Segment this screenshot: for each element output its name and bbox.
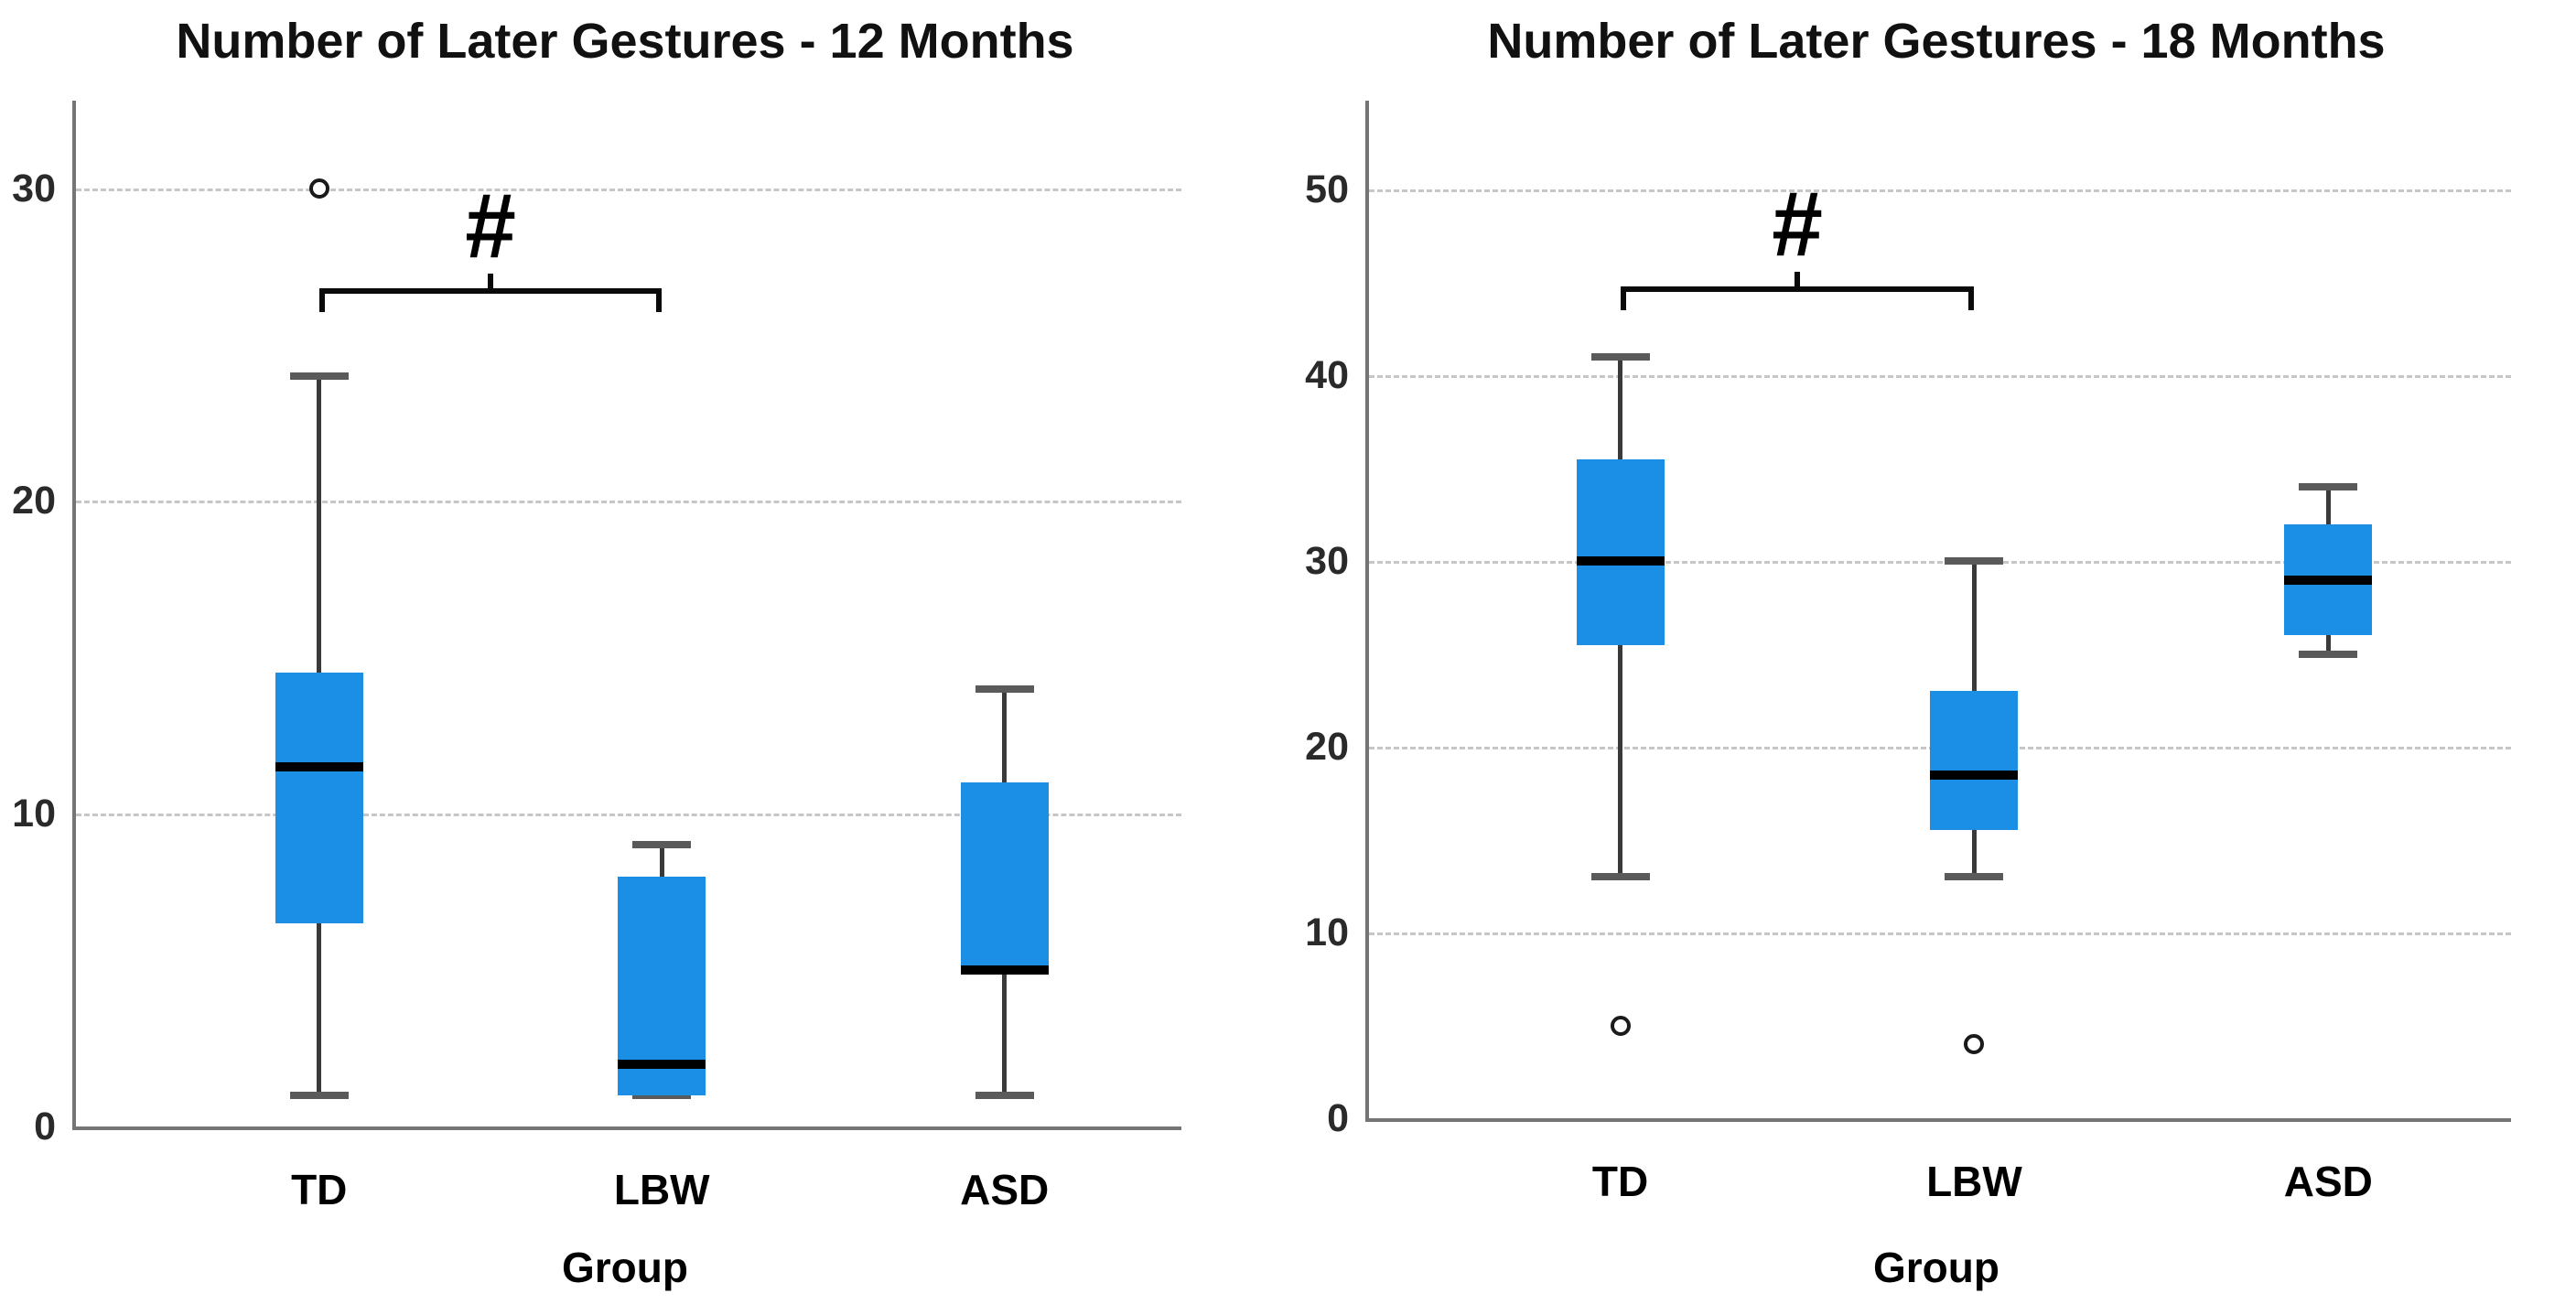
chart-title: Number of Later Gestures - 12 Months bbox=[176, 14, 1074, 69]
y-tick-label-40: 40 bbox=[1305, 353, 1349, 398]
y-tick-label-10: 10 bbox=[1305, 911, 1349, 955]
x-axis-title: Group bbox=[1873, 1244, 1999, 1291]
significance-bracket-left-hook bbox=[1620, 286, 1626, 310]
gridline-40 bbox=[1369, 375, 2511, 379]
significance-bracket-left-hook bbox=[318, 288, 325, 313]
lower-whisker-LBW bbox=[1971, 830, 1977, 878]
x-axis-title: Group bbox=[562, 1244, 688, 1291]
upper-whisker-TD bbox=[317, 375, 322, 674]
median-line-LBW bbox=[1930, 770, 2019, 780]
x-category-label-LBW: LBW bbox=[1926, 1158, 2022, 1205]
y-tick-label-10: 10 bbox=[12, 792, 56, 836]
gridline-10 bbox=[76, 814, 1181, 817]
x-category-label-TD: TD bbox=[1591, 1158, 1649, 1205]
box-TD bbox=[275, 673, 363, 923]
significance-bracket-center-tick bbox=[488, 274, 493, 289]
gridline-20 bbox=[76, 501, 1181, 504]
upper-whisker-LBW bbox=[1971, 561, 1977, 692]
upper-whisker-cap-LBW bbox=[1945, 557, 2004, 566]
x-category-label-ASD: ASD bbox=[960, 1166, 1050, 1213]
gridline-30 bbox=[76, 188, 1181, 191]
gridline-10 bbox=[1369, 932, 2511, 936]
outlier-point-TD-30 bbox=[308, 178, 329, 199]
significance-bracket-right-hook bbox=[656, 288, 663, 313]
y-tick-label-20: 20 bbox=[1305, 725, 1349, 770]
lower-whisker-cap-LBW bbox=[632, 1091, 692, 1099]
upper-whisker-cap-ASD bbox=[2299, 483, 2358, 491]
y-tick-label-0: 0 bbox=[1327, 1096, 1349, 1140]
lower-whisker-TD bbox=[317, 922, 322, 1095]
median-line-ASD bbox=[960, 965, 1049, 975]
y-tick-label-50: 50 bbox=[1305, 167, 1349, 212]
lower-whisker-TD bbox=[1618, 644, 1623, 878]
upper-whisker-cap-TD bbox=[289, 372, 349, 380]
significance-bracket-center-tick bbox=[1795, 271, 1800, 286]
x-category-label-TD: TD bbox=[291, 1166, 348, 1213]
chart-title: Number of Later Gestures - 18 Months bbox=[1487, 14, 2386, 69]
y-tick-label-30: 30 bbox=[1305, 539, 1349, 584]
box-TD bbox=[1576, 458, 1665, 645]
lower-whisker-ASD bbox=[1002, 970, 1008, 1095]
lower-whisker-cap-LBW bbox=[1945, 873, 2004, 881]
lower-whisker-cap-TD bbox=[1590, 873, 1650, 881]
significance-bracket-right-hook bbox=[1968, 286, 1975, 310]
lower-whisker-ASD bbox=[2325, 635, 2331, 654]
outlier-point-LBW-4 bbox=[1964, 1033, 1985, 1054]
x-category-label-ASD: ASD bbox=[2283, 1158, 2373, 1205]
significance-label: # bbox=[465, 175, 516, 278]
y-tick-label-20: 20 bbox=[12, 479, 56, 523]
upper-whisker-cap-TD bbox=[1590, 353, 1650, 361]
lower-whisker-cap-ASD bbox=[2299, 650, 2358, 658]
boxplot-18-months: Number of Later Gestures - 18 Months 0 10… bbox=[1288, 0, 2576, 1315]
box-ASD bbox=[960, 782, 1049, 971]
upper-whisker-LBW bbox=[659, 845, 664, 877]
gridline-50 bbox=[1369, 189, 2511, 193]
significance-bracket-line bbox=[318, 288, 663, 295]
significance-label: # bbox=[1772, 172, 1823, 275]
x-category-label-LBW: LBW bbox=[613, 1166, 710, 1213]
lower-whisker-cap-TD bbox=[289, 1091, 349, 1099]
upper-whisker-cap-LBW bbox=[632, 841, 692, 849]
gridline-30 bbox=[1369, 561, 2511, 565]
median-line-LBW bbox=[618, 1059, 706, 1069]
plot-area: 0 10 20 30 40 50 TD LBW ASD # bbox=[1305, 101, 2511, 1205]
box-LBW bbox=[1930, 691, 2019, 831]
outlier-point-TD-5 bbox=[1610, 1015, 1631, 1036]
plot-area: 0 10 20 30 TD LBW ASD # bbox=[12, 101, 1181, 1213]
lower-whisker-cap-ASD bbox=[975, 1091, 1034, 1099]
median-line-TD bbox=[1576, 556, 1665, 566]
upper-whisker-cap-ASD bbox=[975, 684, 1034, 693]
upper-whisker-ASD bbox=[2325, 487, 2331, 524]
median-line-ASD bbox=[2284, 575, 2373, 585]
y-tick-label-30: 30 bbox=[12, 166, 56, 210]
y-tick-label-0: 0 bbox=[34, 1105, 56, 1148]
boxplot-12-months: Number of Later Gestures - 12 Months 0 10… bbox=[12, 14, 1181, 1291]
box-LBW bbox=[618, 876, 706, 1095]
upper-whisker-TD bbox=[1618, 357, 1623, 459]
upper-whisker-ASD bbox=[1002, 688, 1008, 783]
significance-bracket-line bbox=[1620, 286, 1975, 292]
median-line-TD bbox=[275, 761, 363, 771]
